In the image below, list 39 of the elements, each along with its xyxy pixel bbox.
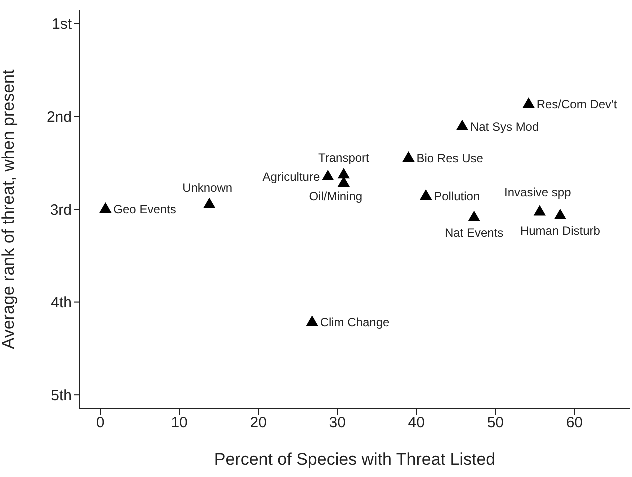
annotation: Human Disturb [520,224,601,238]
point [456,120,469,130]
x-tick-label: 50 [487,414,504,432]
x-axis-title: Percent of Species with Threat Listed [214,450,496,469]
x-tick-label: 30 [329,414,346,432]
annotation: Nat Sys Mod [470,120,540,134]
point [322,170,334,181]
y-tick-label: 4th [51,294,72,312]
annotation: Res/Com Dev't [536,98,618,112]
point [204,198,216,208]
x-tick-label: 60 [566,414,584,432]
point [420,189,432,200]
point [306,316,318,326]
point [534,205,546,216]
point [468,210,480,222]
annotation: Transport [318,151,370,166]
y-tick-label: 3rd [50,202,72,219]
y-tick-label: 1st [52,16,73,34]
y-tick-label: 2nd [46,109,72,126]
annotation: Agriculture [262,170,320,184]
annotation: Unknown [182,180,233,195]
point [554,208,567,220]
annotation: Oil/Mining [309,190,363,204]
annotation: Geo Events [114,202,176,216]
point [522,98,535,108]
y-tick-label: 5th [51,387,72,404]
y-axis-title: Average rank of threat, when present [0,70,18,350]
x-tick-label: 0 [96,414,105,432]
point [338,168,350,179]
x-tick-label: 40 [408,414,425,432]
point [100,202,112,214]
x-tick-label: 10 [171,414,188,432]
annotation: Pollution [434,190,480,204]
annotation: Nat Events [444,226,504,240]
annotation: Invasive spp [504,185,572,200]
annotation: Bio Res Use [416,151,484,166]
x-tick-label: 20 [250,414,267,432]
annotation: Clim Change [320,316,390,330]
point [402,151,415,162]
